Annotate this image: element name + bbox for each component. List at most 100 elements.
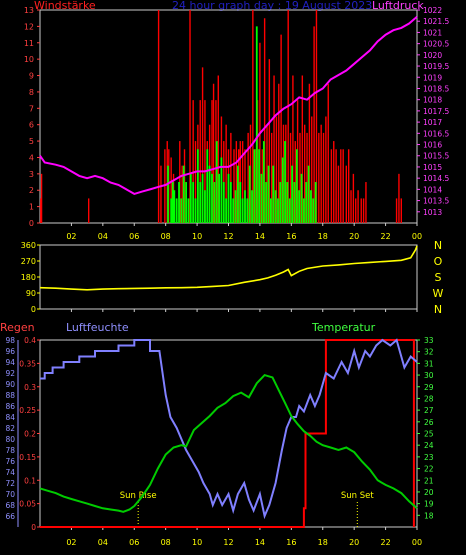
pressure-y-tick-label: 1016.5 <box>423 129 449 138</box>
wind-hour-tick-label: 16 <box>286 232 296 241</box>
temperature-line <box>39 373 418 513</box>
compass-label: O <box>434 255 443 268</box>
temp-y-tick-label: 21 <box>424 476 434 485</box>
rain-y-tick-label: 0.3 <box>24 383 36 392</box>
temp-y-tick-label: 18 <box>424 511 434 520</box>
temp-y-tick-label: 20 <box>424 488 434 497</box>
pressure-y-tick-label: 1016 <box>423 141 442 150</box>
wind-hour-tick-label: 04 <box>98 232 108 241</box>
humidity-line <box>40 338 418 520</box>
direction-line <box>39 245 418 291</box>
wind-y-tick-label: 3 <box>29 170 34 179</box>
wind-y-tick-label: 5 <box>29 137 34 146</box>
temp-y-tick-label: 33 <box>424 336 434 345</box>
rain-y-tick-label: 0.35 <box>19 359 36 368</box>
humidity-y-tick-label: 86 <box>5 402 15 411</box>
climate-hour-tick-label: 10 <box>192 538 202 547</box>
temp-y-tick-label: 25 <box>424 430 434 439</box>
wind-hour-tick-label: 02 <box>66 232 76 241</box>
wind-y-tick-label: 2 <box>29 186 34 195</box>
climate-hour-tick-label: 20 <box>349 538 359 547</box>
wind-y-tick-label: 4 <box>29 153 34 162</box>
rain-label: Regen <box>0 321 35 334</box>
humidity-y-tick-label: 82 <box>5 424 15 433</box>
rain-y-tick-label: 0.15 <box>19 453 36 462</box>
pressure-y-tick-label: 1019 <box>423 73 442 82</box>
wind-y-tick-label: 9 <box>29 72 34 81</box>
wind-hour-tick-label: 20 <box>349 232 359 241</box>
windstarke-label: Windstärke <box>34 0 96 12</box>
wind-hour-tick-label: 12 <box>223 232 233 241</box>
climate-hour-tick-label: 06 <box>129 538 139 547</box>
climate-panel: Regen Luftfeuchte Temperatur 66 68 70 72 74 76 78… <box>0 321 434 547</box>
wind-hour-tick-label: 22 <box>380 232 390 241</box>
compass-label: N <box>434 303 442 316</box>
direction-frame <box>39 244 418 310</box>
humidity-y-tick-label: 92 <box>5 369 15 378</box>
climate-hour-tick-label: 14 <box>255 538 265 547</box>
humidity-y-tick-label: 94 <box>5 358 15 367</box>
temp-y-tick-label: 26 <box>424 418 434 427</box>
wind-y-tick-label: 10 <box>24 55 34 64</box>
humidity-y-tick-label: 70 <box>5 490 15 499</box>
pressure-y-tick-label: 1018.5 <box>423 84 449 93</box>
pressure-y-tick-label: 1014 <box>423 185 442 194</box>
pressure-y-tick-label: 1017 <box>423 118 442 127</box>
wind-hour-tick-label: 18 <box>318 232 328 241</box>
compass-label: S <box>435 271 442 284</box>
wind-hour-tick-label: 06 <box>129 232 139 241</box>
wind-y-tick-label: 8 <box>29 88 34 97</box>
rain-y-tick-label: 0.4 <box>24 336 36 345</box>
direction-y-tick-label: 0 <box>31 305 36 314</box>
temp-y-tick-label: 24 <box>424 441 434 450</box>
pressure-y-tick-label: 1013.5 <box>423 197 449 206</box>
humidity-y-tick-label: 72 <box>5 479 15 488</box>
humidity-y-tick-label: 66 <box>5 512 15 521</box>
temp-y-tick-label: 22 <box>424 465 434 474</box>
climate-hour-tick-label: 04 <box>98 538 108 547</box>
direction-y-tick-label: 360 <box>21 241 36 250</box>
pressure-y-tick-label: 1021.5 <box>423 17 449 26</box>
wind-y-tick-label: 1 <box>29 203 34 212</box>
luftdruck-label: Luftdruck <box>372 0 424 12</box>
rain-y-tick-label: 0.2 <box>24 430 36 439</box>
climate-hour-tick-label: 16 <box>286 538 296 547</box>
compass-label: W <box>433 287 444 300</box>
humidity-y-tick-label: 80 <box>5 435 15 444</box>
direction-y-tick-label: 270 <box>21 257 36 266</box>
pressure-y-tick-label: 1015.5 <box>423 152 449 161</box>
wind-y-tick-label: 0 <box>29 219 34 228</box>
humidity-y-tick-label: 68 <box>5 501 15 510</box>
climate-hour-tick-label: 00 <box>412 538 422 547</box>
wind-hour-tick-label: 10 <box>192 232 202 241</box>
pressure-y-tick-label: 1020 <box>423 51 442 60</box>
humidity-y-tick-label: 78 <box>5 446 15 455</box>
humidity-label: Luftfeuchte <box>66 321 129 334</box>
humidity-y-tick-label: 84 <box>5 413 15 422</box>
pressure-line <box>39 15 418 195</box>
graph-title: 24 hour graph day : 19 August 2023 <box>172 0 373 12</box>
direction-y-tick-label: 90 <box>26 289 36 298</box>
pressure-y-tick-label: 1020.5 <box>423 40 449 49</box>
pressure-y-tick-label: 1013 <box>423 208 442 217</box>
temp-y-tick-label: 31 <box>424 359 434 368</box>
pressure-y-tick-label: 1014.5 <box>423 174 449 183</box>
climate-hour-tick-label: 08 <box>161 538 171 547</box>
humidity-y-tick-label: 90 <box>5 380 15 389</box>
wind-y-tick-label: 7 <box>29 104 34 113</box>
humidity-y-tick-label: 76 <box>5 457 15 466</box>
rain-y-tick-label: 0.05 <box>19 500 36 509</box>
rain-y-tick-label: 0.1 <box>24 476 36 485</box>
climate-hour-tick-label: 12 <box>223 538 233 547</box>
temp-y-tick-label: 30 <box>424 371 434 380</box>
pressure-y-tick-label: 1015 <box>423 163 442 172</box>
humidity-y-tick-label: 96 <box>5 347 15 356</box>
climate-hour-tick-label: 22 <box>380 538 390 547</box>
wind-pressure-panel: 01234567891011121310131013.510141014.510… <box>24 6 450 241</box>
wind-y-tick-label: 6 <box>29 121 34 130</box>
pressure-y-tick-label: 1018 <box>423 96 442 105</box>
wind-y-tick-label: 12 <box>24 22 34 31</box>
pressure-y-tick-label: 1021 <box>423 28 442 37</box>
temp-y-tick-label: 19 <box>424 500 434 509</box>
